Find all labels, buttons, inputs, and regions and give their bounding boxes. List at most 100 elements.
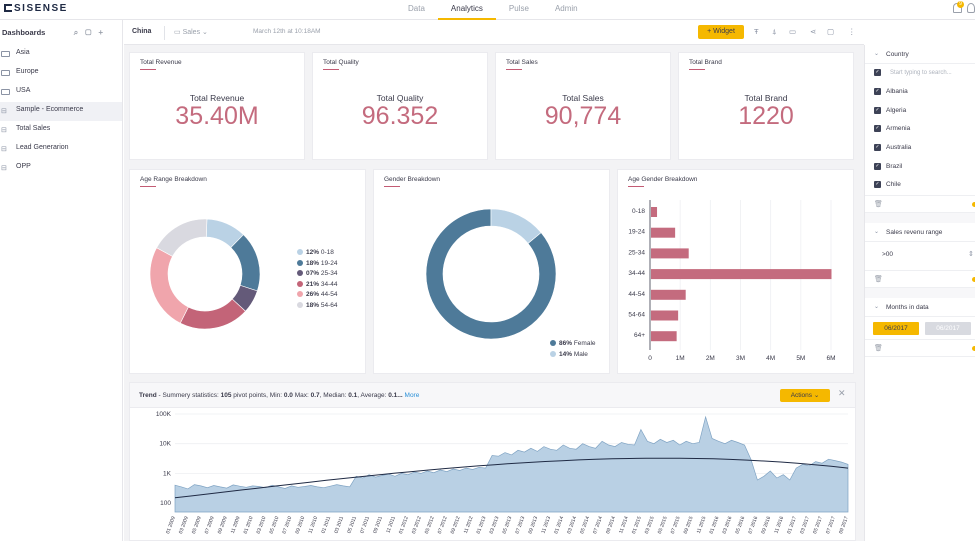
donut-slice[interactable]	[230, 234, 261, 292]
select-all-checkbox[interactable]: ✓	[874, 69, 881, 76]
trash-icon[interactable]: 🗑	[874, 201, 883, 209]
filter-months-header[interactable]: ⌄ Months in data	[865, 298, 975, 318]
x-tick-label: 07 2009	[204, 515, 216, 534]
trend-area[interactable]	[174, 415, 849, 513]
monitor-icon[interactable]: ▢	[827, 27, 835, 36]
toggle-dot-icon[interactable]	[972, 346, 975, 352]
actions-button[interactable]: Actions ⌄	[780, 389, 830, 402]
bar[interactable]	[651, 310, 679, 321]
donut-slice[interactable]	[179, 298, 246, 330]
checkbox[interactable]: ✓	[874, 106, 881, 114]
bar[interactable]	[651, 207, 658, 217]
checkbox[interactable]: ✓	[874, 181, 881, 189]
donut-slice[interactable]	[156, 218, 208, 257]
sidebar-item[interactable]: ⊟ OPP	[0, 159, 122, 178]
user-icon[interactable]	[967, 3, 975, 13]
nav-tab-analytics[interactable]: Analytics	[437, 0, 496, 20]
toggle-dot-icon[interactable]	[972, 202, 975, 208]
month-to[interactable]: 06/2017	[925, 322, 971, 336]
range-value-field[interactable]: >00 ⇕	[865, 242, 975, 270]
close-icon[interactable]: ✕	[838, 388, 846, 398]
text-format-icon[interactable]: Ŧ	[754, 27, 759, 36]
kpi-card-total-brand[interactable]: Total Brand Total Brand 1220	[678, 52, 854, 160]
kpi-value: 1220	[738, 102, 794, 130]
filter-option[interactable]: ✓ Armenia	[865, 120, 975, 139]
option-label: Australia	[886, 144, 912, 152]
x-tick-label: 09 2016	[760, 515, 772, 534]
legend-item[interactable]: 21% 34-44	[297, 280, 337, 288]
new-folder-icon[interactable]: ▢	[85, 28, 99, 37]
kpi-card-total-revenue[interactable]: Total Revenue Total Revenue 35.40M	[129, 52, 305, 160]
nav-tab-admin[interactable]: Admin	[554, 4, 578, 13]
more-link[interactable]: More	[404, 392, 420, 399]
legend-item[interactable]: 18% 54-64	[297, 301, 337, 309]
sidebar-item[interactable]: ⊟ Sample - Ecommerce	[0, 102, 122, 121]
filter-option[interactable]: ✓ Algeria	[865, 102, 975, 121]
dashboard-icon: ⊟	[1, 127, 7, 134]
legend-item[interactable]: 12% 0-18	[297, 249, 334, 256]
donut-slice[interactable]	[490, 208, 542, 244]
dashboards-sidebar: Dashboards ⌕▢+ Asia Europe USA ⊟ Sample - Ec…	[0, 20, 123, 541]
widget-title: Age Gender Breakdown	[628, 176, 698, 183]
x-tick-label: 05 2012	[424, 515, 436, 534]
more-options-icon[interactable]: ⋮	[848, 27, 856, 36]
title-underline	[140, 186, 156, 187]
trash-icon[interactable]: 🗑	[874, 276, 883, 284]
checkbox[interactable]: ✓	[874, 88, 881, 95]
kpi-card-total-sales[interactable]: Total Sales Total Sales 90,774	[495, 52, 671, 160]
filter-sales-range-header[interactable]: ⌄ Sales revenu range	[865, 223, 975, 243]
checkbox[interactable]: ✓	[874, 144, 881, 152]
bar[interactable]	[651, 331, 677, 342]
kpi-card-total-quality[interactable]: Total Quality Total Quality 96.352	[312, 52, 488, 160]
image-icon[interactable]: ▭	[789, 27, 797, 36]
legend-item[interactable]: 07% 25-34	[297, 270, 337, 277]
folder-selector[interactable]: ▭ Sales ⌄	[174, 28, 208, 36]
x-tick-label: 09 2013	[527, 515, 539, 534]
filter-option[interactable]: ✓ Chile	[865, 176, 975, 195]
nav-tab-pulse[interactable]: Pulse	[508, 4, 529, 13]
sidebar-item[interactable]: ⊟ Total Sales	[0, 121, 122, 140]
toggle-dot-icon[interactable]	[972, 277, 975, 283]
age-gender-widget[interactable]: Age Gender Breakdown 0 1M 2M 3M 4M 5M 6M 0-18 19…	[617, 169, 854, 374]
donut-slice[interactable]	[149, 247, 189, 324]
sidebar-item[interactable]: Asia	[0, 45, 122, 64]
sidebar-item[interactable]: Europe	[0, 64, 122, 83]
bar[interactable]	[651, 289, 686, 300]
add-icon[interactable]: +	[98, 28, 110, 37]
filter-option[interactable]: ✓ Brazil	[865, 158, 975, 177]
y-tick-label: 100K	[156, 411, 172, 418]
filter-icon[interactable]: ⍋	[772, 27, 777, 36]
nav-tab-data[interactable]: Data	[408, 4, 425, 13]
sidebar-item[interactable]: USA	[0, 83, 122, 102]
trend-widget[interactable]: Trend - Summery statistics: 105 pivot po…	[129, 382, 856, 541]
legend-item[interactable]: 14% Male	[550, 350, 588, 358]
legend-item[interactable]: 86% Female	[550, 340, 596, 347]
age-range-widget[interactable]: Age Range Breakdown 12% 0-18 18% 19-24 07%…	[129, 169, 366, 374]
legend-item[interactable]: 26% 44-54	[297, 291, 337, 298]
stepper-icon[interactable]: ⇕	[968, 251, 974, 259]
bar[interactable]	[651, 227, 676, 238]
legend-item[interactable]: 18% 19-24	[297, 259, 337, 267]
country-search[interactable]: ✓ Start typing to search...	[865, 64, 975, 83]
donut-slice[interactable]	[425, 208, 557, 340]
sisense-logo[interactable]: SISENSE	[4, 3, 68, 14]
trend-summary: Trend - Summery statistics: 105 pivot po…	[139, 392, 419, 399]
filter-option[interactable]: ✓ Albania	[865, 83, 975, 102]
x-tick-label: 01 2013	[476, 515, 488, 534]
widget-title: Gender Breakdown	[384, 176, 441, 183]
checkbox[interactable]: ✓	[874, 162, 881, 170]
x-tick-label: 11 2013	[541, 515, 553, 534]
bar[interactable]	[651, 248, 689, 259]
checkbox[interactable]: ✓	[874, 125, 881, 133]
trash-icon[interactable]: 🗑	[874, 345, 883, 353]
search-icon[interactable]: ⌕	[73, 28, 86, 37]
gender-widget[interactable]: Gender Breakdown 86% Female 14% Male	[373, 169, 610, 374]
add-widget-button[interactable]: + Widget	[698, 25, 744, 39]
toolbar-divider	[164, 26, 165, 40]
sidebar-item[interactable]: ⊟ Lead Generarion	[0, 140, 122, 159]
filter-country-header[interactable]: ⌄ Country	[865, 45, 975, 64]
bar[interactable]	[651, 269, 832, 280]
share-icon[interactable]: ⋖	[810, 27, 817, 36]
month-from[interactable]: 06/2017	[873, 322, 919, 336]
filter-option[interactable]: ✓ Australia	[865, 139, 975, 158]
